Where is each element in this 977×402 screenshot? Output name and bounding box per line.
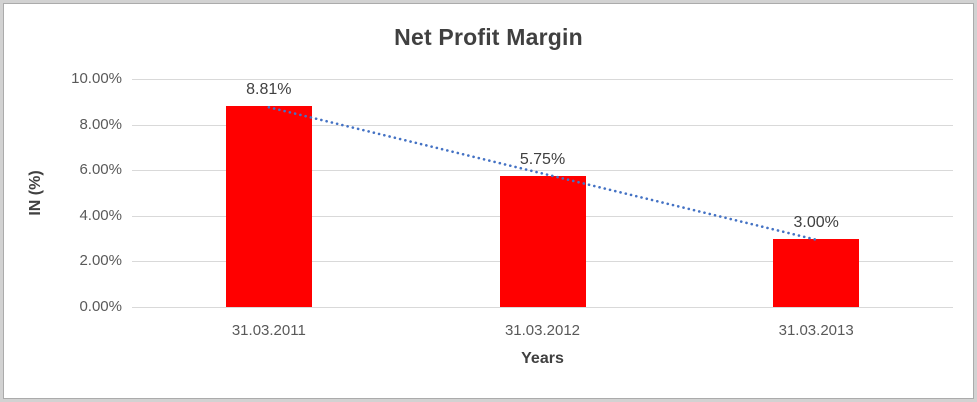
y-tick-label-0.00%: 0.00% bbox=[79, 298, 122, 315]
x-category-label-31.03.2013: 31.03.2013 bbox=[778, 322, 854, 339]
y-axis-title: IN (%) bbox=[27, 170, 44, 216]
y-tick-label-2.00%: 2.00% bbox=[79, 252, 122, 270]
x-category-label-31.03.2012: 31.03.2012 bbox=[504, 322, 581, 339]
trendline-dotted-line bbox=[267, 105, 818, 242]
gridline-8.00% bbox=[132, 124, 953, 126]
bar-31.03.2013 bbox=[773, 238, 860, 307]
y-tick-label-8.00%: 8.00% bbox=[79, 115, 122, 133]
bar-31.03.2011 bbox=[225, 106, 312, 307]
chart-title: Net Profit Margin bbox=[394, 24, 583, 50]
bar-31.03.2012 bbox=[499, 175, 586, 307]
plot-area: 8.81% 5.75% 3.00% bbox=[132, 79, 953, 308]
bar-value-label-31.03.2013: 3.00% bbox=[793, 213, 839, 231]
y-tick-label-10.00%: 10.00% bbox=[71, 70, 122, 87]
gridline-0.00% bbox=[132, 307, 953, 308]
y-tick-label-6.00%: 6.00% bbox=[79, 161, 122, 179]
gridline-6.00% bbox=[132, 170, 953, 172]
x-axis-title: Years bbox=[521, 350, 564, 367]
bar-value-label-31.03.2012: 5.75% bbox=[519, 150, 566, 168]
bar-value-label-31.03.2011: 8.81% bbox=[246, 81, 292, 99]
trendline bbox=[267, 105, 818, 242]
x-category-label-31.03.2011: 31.03.2011 bbox=[231, 322, 306, 339]
gridline-10.00% bbox=[132, 79, 953, 80]
y-tick-label-4.00%: 4.00% bbox=[79, 206, 122, 224]
